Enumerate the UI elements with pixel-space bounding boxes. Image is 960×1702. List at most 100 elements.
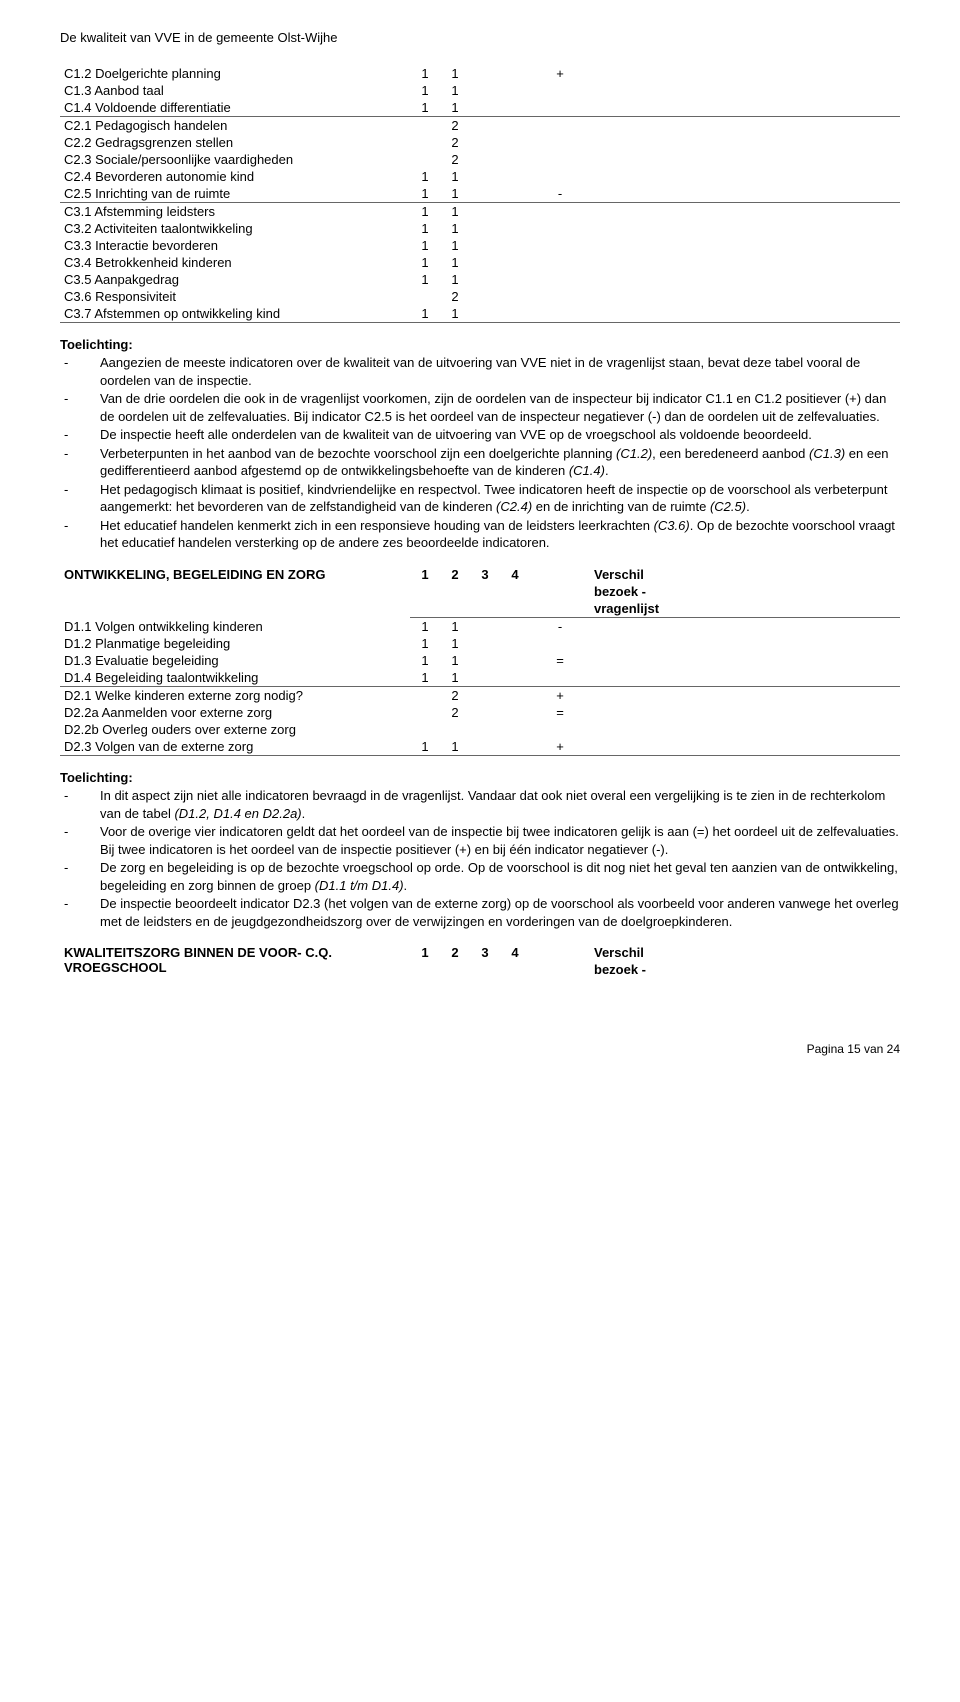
cell xyxy=(470,168,500,185)
cell: C2.1 Pedagogisch handelen xyxy=(60,117,410,135)
cell xyxy=(530,220,590,237)
cell: D2.1 Welke kinderen externe zorg nodig? xyxy=(60,687,410,705)
cell xyxy=(500,254,530,271)
cell: C1.3 Aanbod taal xyxy=(60,82,410,99)
table-row: D2.2a Aanmelden voor externe zorg2= xyxy=(60,704,900,721)
cell: D2.3 Volgen van de externe zorg xyxy=(60,738,410,756)
legend-1: Verschil xyxy=(590,944,900,961)
cell xyxy=(530,151,590,168)
cell xyxy=(470,185,500,203)
text-segment: (C1.2) xyxy=(616,446,652,461)
col-3: 3 xyxy=(470,566,500,583)
table-row: C1.2 Doelgerichte planning11+ xyxy=(60,65,900,82)
cell xyxy=(590,618,900,636)
cell: C3.7 Afstemmen op ontwikkeling kind xyxy=(60,305,410,323)
table-row: C2.5 Inrichting van de ruimte11- xyxy=(60,185,900,203)
list-item: Van de drie oordelen die ook in de vrage… xyxy=(82,390,900,425)
cell xyxy=(500,271,530,288)
cell: C3.1 Afstemming leidsters xyxy=(60,203,410,221)
text-segment: De zorg en begeleiding is op de bezochte… xyxy=(100,860,898,893)
table-row: C2.2 Gedragsgrenzen stellen2 xyxy=(60,134,900,151)
cell xyxy=(470,305,500,323)
cell xyxy=(530,237,590,254)
cell xyxy=(500,669,530,687)
cell xyxy=(530,721,590,738)
list-item: In dit aspect zijn niet alle indicatoren… xyxy=(82,787,900,822)
cell xyxy=(470,220,500,237)
cell: 1 xyxy=(440,618,470,636)
cell: + xyxy=(530,738,590,756)
cell: D1.1 Volgen ontwikkeling kinderen xyxy=(60,618,410,636)
cell xyxy=(410,134,440,151)
cell xyxy=(590,288,900,305)
cell xyxy=(500,203,530,221)
text-segment: (D1.1 t/m D1.4) xyxy=(315,878,404,893)
cell: D1.4 Begeleiding taalontwikkeling xyxy=(60,669,410,687)
table-row: C3.3 Interactie bevorderen11 xyxy=(60,237,900,254)
cell xyxy=(500,134,530,151)
cell: C2.2 Gedragsgrenzen stellen xyxy=(60,134,410,151)
cell xyxy=(500,618,530,636)
table-row: D1.2 Planmatige begeleiding11 xyxy=(60,635,900,652)
table-row: C3.6 Responsiviteit2 xyxy=(60,288,900,305)
cell: C1.4 Voldoende differentiatie xyxy=(60,99,410,117)
table-row: D1.4 Begeleiding taalontwikkeling11 xyxy=(60,669,900,687)
table-row: C3.4 Betrokkenheid kinderen11 xyxy=(60,254,900,271)
text-segment: (C2.5) xyxy=(710,499,746,514)
legend-1: Verschil xyxy=(590,566,900,583)
cell xyxy=(500,82,530,99)
legend-2: bezoek - xyxy=(590,583,900,600)
cell xyxy=(470,738,500,756)
cell: C3.5 Aanpakgedrag xyxy=(60,271,410,288)
cell xyxy=(500,151,530,168)
cell: - xyxy=(530,618,590,636)
cell xyxy=(470,82,500,99)
cell xyxy=(590,203,900,221)
cell: = xyxy=(530,704,590,721)
cell xyxy=(590,134,900,151)
text-segment: (C3.6) xyxy=(654,518,690,533)
cell: C1.2 Doelgerichte planning xyxy=(60,65,410,82)
text-segment: Van de drie oordelen die ook in de vrage… xyxy=(100,391,886,424)
cell xyxy=(410,704,440,721)
cell xyxy=(590,117,900,135)
cell: C2.5 Inrichting van de ruimte xyxy=(60,185,410,203)
cell xyxy=(470,271,500,288)
cell xyxy=(590,99,900,117)
cell xyxy=(590,704,900,721)
table-row: C3.2 Activiteiten taalontwikkeling11 xyxy=(60,220,900,237)
text-segment: en de inrichting van de ruimte xyxy=(532,499,710,514)
toelichting-heading-2: Toelichting: xyxy=(60,770,900,785)
cell: 1 xyxy=(410,738,440,756)
table-row: C1.4 Voldoende differentiatie11 xyxy=(60,99,900,117)
list-item: Voor de overige vier indicatoren geldt d… xyxy=(82,823,900,858)
cell xyxy=(470,117,500,135)
cell: D1.2 Planmatige begeleiding xyxy=(60,635,410,652)
cell: - xyxy=(530,185,590,203)
cell: 1 xyxy=(410,305,440,323)
table-row: C2.3 Sociale/persoonlijke vaardigheden2 xyxy=(60,151,900,168)
col-3: 3 xyxy=(470,944,500,961)
list-item: De zorg en begeleiding is op de bezochte… xyxy=(82,859,900,894)
cell xyxy=(590,305,900,323)
cell: C2.4 Bevorderen autonomie kind xyxy=(60,168,410,185)
table-row: D2.3 Volgen van de externe zorg11+ xyxy=(60,738,900,756)
cell: 1 xyxy=(440,669,470,687)
cell: 1 xyxy=(440,652,470,669)
cell xyxy=(530,635,590,652)
table-row: C2.1 Pedagogisch handelen2 xyxy=(60,117,900,135)
cell xyxy=(590,721,900,738)
cell xyxy=(500,168,530,185)
text-segment: . xyxy=(605,463,609,478)
cell: 1 xyxy=(410,669,440,687)
cell: D2.2b Overleg ouders over externe zorg xyxy=(60,721,410,738)
cell: = xyxy=(530,652,590,669)
cell xyxy=(500,305,530,323)
cell xyxy=(530,669,590,687)
cell xyxy=(500,721,530,738)
cell: 1 xyxy=(410,65,440,82)
cell xyxy=(530,82,590,99)
table-d-title: ONTWIKKELING, BEGELEIDING EN ZORG xyxy=(60,566,410,618)
cell xyxy=(470,288,500,305)
table-row: C2.4 Bevorderen autonomie kind11 xyxy=(60,168,900,185)
